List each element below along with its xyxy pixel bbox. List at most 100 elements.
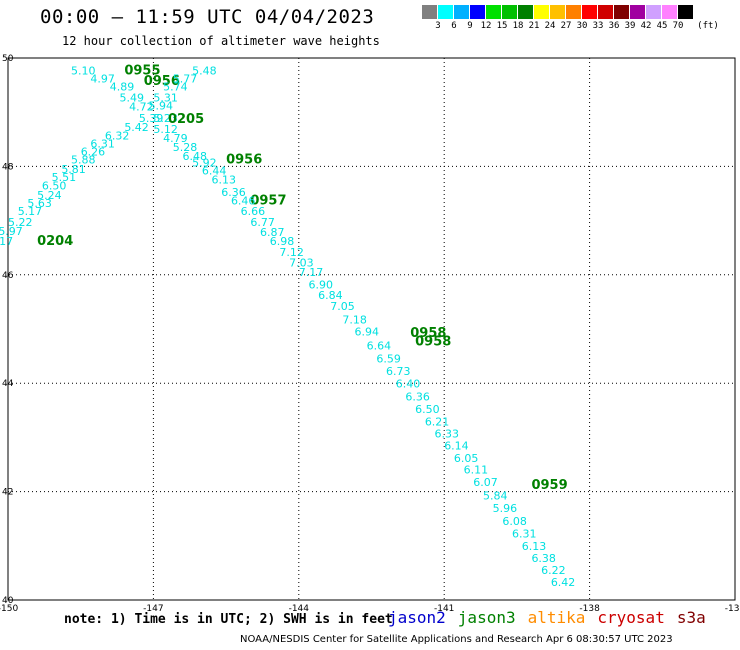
lon-tick-label: -144: [289, 604, 310, 614]
wave-height-label: 6.32: [105, 129, 130, 142]
wave-height-label: 6.11: [464, 464, 489, 477]
wave-height-label: 5.28: [173, 141, 198, 154]
wave-height-label: 6.90: [308, 278, 333, 291]
wave-height-label: 6.46: [231, 194, 256, 207]
wave-height-label: 6.26: [81, 146, 106, 159]
wave-height-label: 5.22: [8, 216, 33, 229]
track-time-label: 0958: [410, 326, 446, 341]
wave-height-label: 5.39: [139, 112, 164, 125]
wave-height-label: 6.22: [541, 564, 566, 577]
scale-swatch: [582, 5, 598, 19]
wave-height-label: 6.38: [531, 552, 556, 565]
scale-label: 12: [480, 21, 492, 31]
wave-height-label: 5.31: [153, 91, 178, 104]
footer-credit: NOAA/NESDIS Center for Satellite Applica…: [240, 634, 673, 645]
wave-height-label: 5.96: [493, 502, 517, 515]
lat-tick-label: 42: [2, 488, 13, 498]
wave-height-label: 6.50: [42, 180, 67, 193]
lat-tick-label: 40: [2, 596, 14, 606]
wave-height-label: 5.84: [483, 490, 508, 503]
scale-swatch: [470, 5, 486, 19]
wave-height-label: 6.94: [355, 326, 380, 339]
wave-height-label: 6.73: [386, 365, 411, 378]
page-title: 00:00 – 11:59 UTC 04/04/2023: [40, 6, 375, 28]
satellite-legend: jason2 jason3 altika cryosat s3a: [388, 608, 718, 627]
wave-height-label: 6.05: [454, 452, 479, 465]
track-time-label: 0956: [144, 74, 180, 89]
wave-height-label: 5.63: [27, 197, 51, 210]
wave-height-label: 6.44: [202, 165, 227, 178]
wave-height-label: 5.74: [163, 81, 188, 94]
scale-label: 15: [496, 21, 508, 31]
lon-tick-label: -150: [0, 604, 18, 614]
wave-height-label: 6.36: [221, 186, 246, 199]
color-scale-labels: 3 6 9 12 15 18 21 24 27 30 33 36 39 42 45 70 (ft): [422, 19, 740, 33]
scale-swatch: [630, 5, 646, 19]
wave-height-label: 5.51: [52, 171, 76, 184]
lon-tick-label: -135: [725, 604, 740, 614]
wave-height-label: 6.08: [502, 515, 527, 528]
satellite-legend-item: s3a: [676, 608, 706, 627]
scale-swatch: [566, 5, 582, 19]
scale-label: 36: [608, 21, 620, 31]
scale-label: 39: [624, 21, 636, 31]
wave-height-label: 5.42: [124, 121, 149, 134]
wave-height-label: 7.18: [342, 314, 367, 327]
wave-height-label: 4.79: [163, 132, 188, 145]
wave-height-label: 4.72: [129, 101, 154, 114]
page-subtitle: 12 hour collection of altimeter wave hei…: [62, 34, 380, 48]
scale-label: 18: [512, 21, 524, 31]
wave-height-label: 7.17: [299, 266, 324, 279]
wave-height-label: 5.12: [153, 123, 178, 136]
scale-label: 3: [435, 21, 441, 31]
lat-tick-label: 46: [2, 271, 14, 281]
scale-label: 24: [544, 21, 556, 31]
wave-height-label: 5.23: [153, 112, 178, 125]
scale-label: 42: [640, 21, 652, 31]
scale-swatch: [438, 5, 454, 19]
lon-tick-label: -138: [579, 604, 600, 614]
wave-height-label: 6.59: [376, 353, 401, 366]
satellite-legend-item: jason3: [457, 608, 516, 627]
wave-height-label: 6.36: [405, 391, 430, 404]
scale-swatch: [614, 5, 630, 19]
wave-height-label: 6.84: [318, 289, 343, 302]
wave-height-label: 5.10: [71, 64, 96, 77]
wave-height-label: 5.49: [119, 91, 143, 104]
wave-height-label: 5.92: [192, 156, 217, 169]
wave-height-label: 6.31: [512, 528, 537, 541]
wave-height-label: 4.97: [90, 72, 115, 85]
wave-height-label: 6.21: [425, 415, 450, 428]
lon-tick-label: -141: [434, 604, 454, 614]
satellite-legend-item: altika: [527, 608, 586, 627]
lat-tick-label: 50: [2, 54, 14, 64]
wave-height-label: 6.33: [435, 427, 460, 440]
scale-swatch: [662, 5, 678, 19]
scale-swatch: [550, 5, 566, 19]
satellite-legend-item: jason2: [388, 608, 446, 627]
lon-tick-label: -147: [143, 604, 163, 614]
satellite-legend-item: cryosat: [597, 608, 665, 627]
wave-height-label: 4.89: [110, 81, 135, 94]
track-time-label: 0957: [250, 193, 286, 208]
wave-height-label: 6.07: [473, 476, 498, 489]
scale-label: 21: [528, 21, 540, 31]
wave-height-label: 5.77: [173, 72, 198, 85]
wave-height-label: 5.88: [71, 154, 96, 167]
scale-label: 33: [592, 21, 604, 31]
wave-height-label: 6.66: [241, 205, 266, 218]
wave-height-label: 6.13: [212, 174, 237, 187]
scale-swatch: [518, 5, 534, 19]
scale-label: 30: [576, 21, 588, 31]
wave-height-label: 5.81: [61, 163, 86, 176]
wave-height-label: 7.12: [279, 246, 304, 259]
scale-swatch: [502, 5, 518, 19]
scale-swatch: [454, 5, 470, 19]
wave-height-label: 7.03: [289, 257, 314, 270]
color-scale-legend: 3 6 9 12 15 18 21 24 27 30 33 36 39 42 45 70 (ft): [422, 5, 740, 33]
track-time-label: 0958: [415, 334, 451, 349]
lat-tick-label: 48: [2, 162, 14, 172]
wave-height-label: 6.40: [396, 378, 421, 391]
wave-height-label: 6.31: [90, 137, 115, 150]
scale-swatch: [646, 5, 662, 19]
